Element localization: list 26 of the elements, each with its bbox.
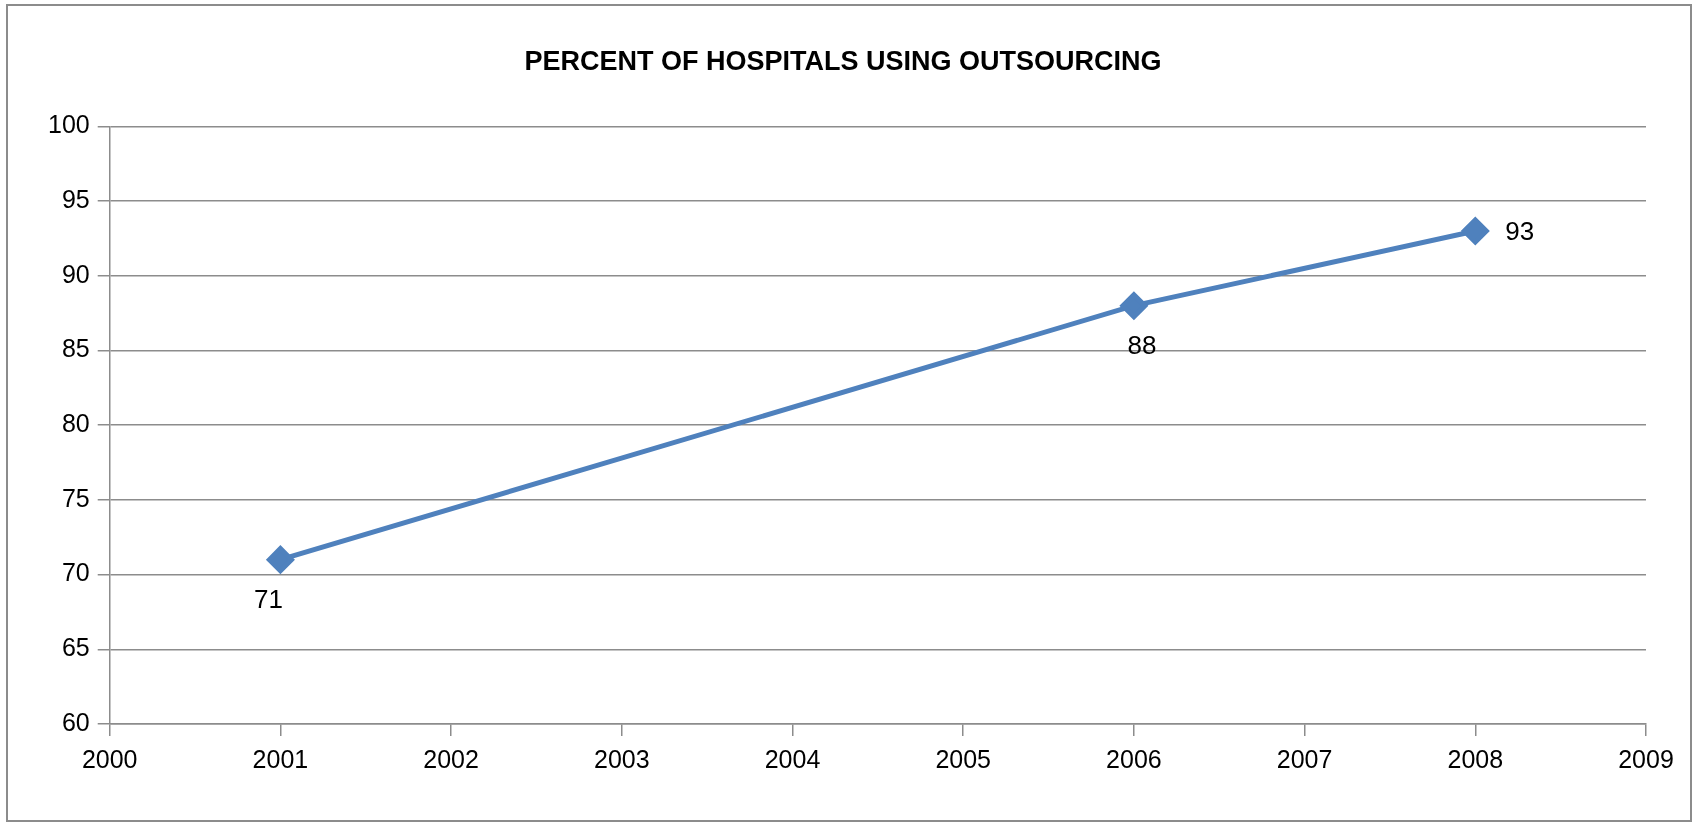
x-tick-label: 2001 [252, 744, 309, 773]
data-label: 71 [253, 583, 283, 614]
data-label: 93 [1505, 216, 1535, 247]
chart-title: PERCENT OF HOSPITALS USING OUTSOURCING [524, 45, 1162, 76]
x-tick-label: 2004 [764, 744, 821, 773]
y-tick-label: 100 [47, 110, 90, 139]
x-tick-label: 2007 [1276, 744, 1333, 773]
x-tick-label: 2008 [1447, 744, 1504, 773]
point [266, 546, 294, 574]
data-label: 88 [1127, 329, 1157, 360]
x-tick-label: 2002 [423, 744, 479, 773]
y-tick-label: 90 [61, 259, 90, 288]
y-tick-label: 60 [61, 707, 90, 736]
y-tick-label: 80 [61, 409, 90, 438]
point [1120, 292, 1148, 320]
x-tick-label: 2009 [1618, 744, 1674, 773]
x-tick-label: 2005 [935, 744, 992, 773]
y-tick-label: 70 [61, 558, 90, 587]
y-tick-label: 65 [61, 633, 90, 662]
y-tick-label: 95 [61, 184, 90, 213]
y-tick-label: 75 [61, 483, 90, 512]
point [1461, 217, 1489, 245]
y-tick-label: 85 [61, 334, 90, 363]
x-tick-label: 2003 [594, 744, 650, 773]
x-tick-label: 2006 [1106, 744, 1162, 773]
x-tick-label: 2000 [81, 744, 138, 773]
